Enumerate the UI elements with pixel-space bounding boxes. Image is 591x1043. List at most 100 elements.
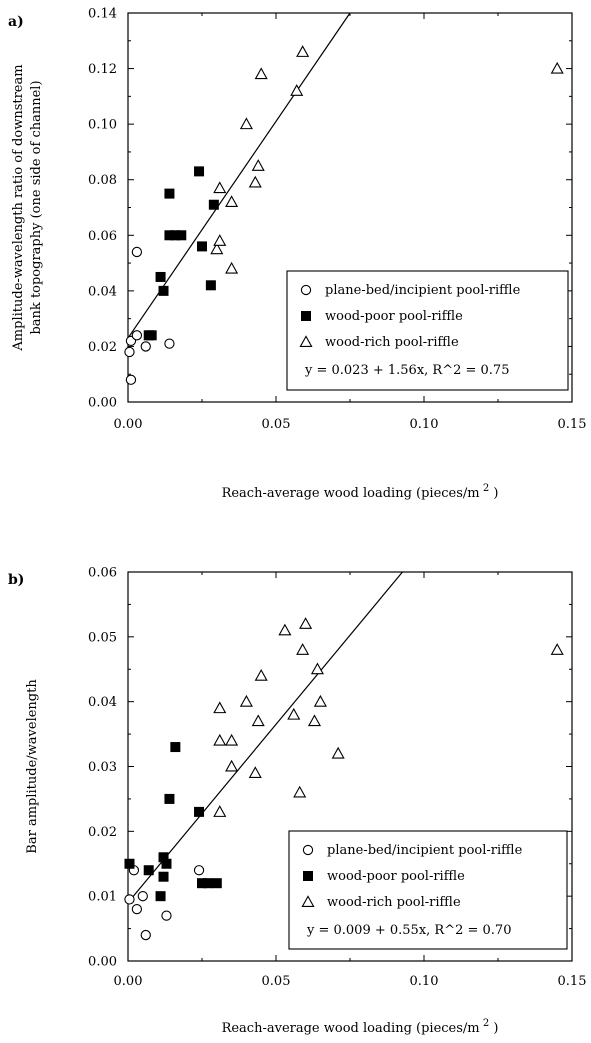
- data-point: [550, 61, 564, 74]
- data-point: [140, 929, 151, 941]
- data-point: [239, 117, 253, 130]
- data-point: [254, 67, 268, 80]
- data-point: [313, 694, 327, 707]
- x-tick-label: 0.05: [262, 974, 291, 989]
- y-tick-label: 0.00: [88, 396, 117, 411]
- data-point: [251, 159, 265, 171]
- data-point: [164, 338, 175, 349]
- data-point: [213, 733, 227, 746]
- data-point: [293, 785, 307, 798]
- data-point: [131, 330, 143, 341]
- data-point: [239, 694, 253, 707]
- series-triangle: [210, 45, 564, 274]
- data-point: [225, 195, 239, 207]
- data-point: [278, 623, 292, 636]
- data-point: [296, 45, 310, 57]
- data-point: [211, 878, 222, 889]
- data-point: [290, 84, 304, 96]
- x-tick-label: 0.15: [558, 417, 587, 432]
- data-point: [124, 894, 135, 905]
- legend-marker-triangle: [299, 335, 313, 348]
- data-point: [161, 910, 172, 921]
- legend-entry: wood-rich pool-riffle: [327, 895, 461, 910]
- fit-equation: y = 0.023 + 1.56x, R^2 = 0.75: [304, 363, 509, 378]
- y-axis-title: Amplitude-wavelength ratio of downstream: [11, 64, 26, 351]
- data-point: [124, 858, 135, 869]
- panel-label: b): [8, 572, 24, 588]
- data-point: [194, 806, 205, 817]
- y-tick-label: 0.14: [88, 7, 117, 22]
- data-point: [164, 188, 175, 199]
- y-tick-label: 0.03: [88, 760, 117, 775]
- data-point: [248, 175, 262, 188]
- legend-entry: wood-rich pool-riffle: [325, 335, 459, 350]
- data-point: [170, 742, 181, 753]
- data-point: [251, 714, 265, 727]
- y-tick-label: 0.08: [88, 173, 117, 188]
- x-tick-label: 0.10: [410, 417, 439, 432]
- data-point: [176, 230, 187, 241]
- data-point: [137, 891, 148, 902]
- chart-panel-1: a) 0.00 0.02 0.04 0.06 0.08 0.10 0.12 0.14 0.00 0.…: [8, 7, 586, 502]
- data-point: [213, 805, 227, 817]
- data-point: [208, 199, 219, 210]
- legend: plane-bed/incipient pool-riffle wood-poor…: [286, 270, 569, 391]
- legend-entry: wood-poor pool-riffle: [325, 309, 463, 324]
- data-point: [158, 285, 169, 296]
- y-tick-label: 0.04: [88, 284, 117, 299]
- data-point: [287, 707, 301, 720]
- y-tick-label: 0.12: [88, 62, 117, 77]
- legend-marker-square: [301, 311, 311, 321]
- x-axis-title: Reach-average wood loading (pieces/m 2 ): [222, 1018, 499, 1036]
- x-axis-title-main: Reach-average wood loading (pieces/m: [222, 1021, 480, 1036]
- legend: plane-bed/incipient pool-riffle wood-poor…: [288, 830, 568, 950]
- data-point: [310, 662, 324, 675]
- fit-equation: y = 0.009 + 0.55x, R^2 = 0.70: [306, 923, 511, 938]
- data-point: [205, 280, 216, 291]
- data-point: [131, 903, 143, 915]
- data-point: [254, 669, 268, 681]
- y-tick-label: 0.02: [88, 340, 117, 355]
- data-point: [225, 759, 239, 772]
- data-point: [213, 701, 227, 714]
- x-axis-title: Reach-average wood loading (pieces/m 2 ): [222, 483, 499, 501]
- y-axis-title: bank topography (one side of channel): [29, 80, 44, 334]
- data-point: [124, 346, 135, 358]
- panel-label: a): [8, 14, 24, 30]
- legend-entry: plane-bed/incipient pool-riffle: [327, 843, 523, 858]
- y-tick-label: 0.04: [88, 695, 117, 710]
- data-point: [307, 714, 322, 727]
- x-tick-label: 0.00: [114, 974, 143, 989]
- x-tick-label: 0.10: [410, 974, 439, 989]
- data-point: [550, 643, 564, 655]
- data-point: [296, 643, 310, 655]
- data-point: [164, 793, 175, 804]
- chart-panel-2: b) 0.00 0.01 0.02 0.03 0.04 0.05 0.06 0.00 0.05 0.…: [8, 566, 586, 1037]
- data-point: [213, 234, 227, 246]
- data-point: [193, 865, 205, 876]
- y-tick-label: 0.02: [88, 825, 117, 840]
- data-point: [143, 865, 154, 876]
- data-point: [158, 852, 169, 863]
- y-tick-label: 0.10: [88, 118, 117, 133]
- x-axis-title-main: Reach-average wood loading (pieces/m: [222, 486, 480, 501]
- x-axis-title-end: ): [489, 1021, 498, 1036]
- series-circle: [124, 246, 175, 385]
- legend-entry: wood-poor pool-riffle: [327, 869, 465, 884]
- data-point: [155, 891, 166, 902]
- x-axis-title-end: ): [489, 486, 498, 501]
- legend-marker-circle: [302, 844, 314, 856]
- data-point: [197, 878, 207, 889]
- data-point: [225, 261, 239, 274]
- legend-box: [288, 830, 568, 950]
- data-point: [225, 733, 239, 746]
- data-point: [131, 246, 143, 258]
- data-point: [164, 230, 175, 241]
- data-point: [197, 241, 207, 252]
- data-point: [194, 166, 205, 177]
- data-point: [143, 330, 154, 341]
- legend-marker-circle: [300, 284, 312, 296]
- x-tick-label: 0.05: [262, 417, 291, 432]
- legend-box: [286, 270, 569, 391]
